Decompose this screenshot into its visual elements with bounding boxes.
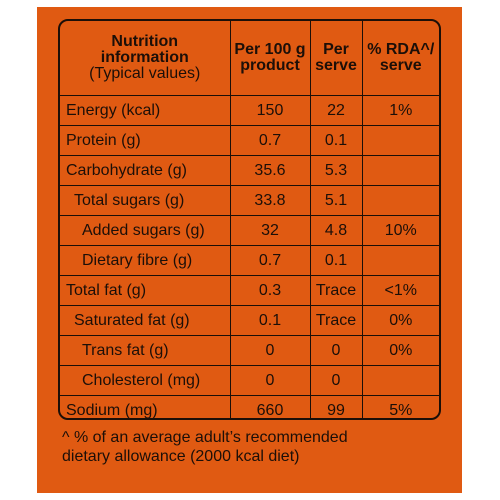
row-label-saturated-fat: Saturated fat (g) <box>60 305 231 336</box>
table-row: Total fat (g) 0.3 Trace <1% <box>60 275 439 306</box>
row-serve-sodium: 99 <box>309 395 363 418</box>
row-rda-trans-fat: 0% <box>361 335 439 366</box>
row-label-carbohydrate: Carbohydrate (g) <box>60 155 231 186</box>
row-per100-protein: 0.7 <box>229 125 311 156</box>
footnote-line1: ^ % of an average adult’s recommended <box>62 429 348 446</box>
row-serve-added-sugars: 4.8 <box>309 215 363 246</box>
header-per-serve: Per serve <box>309 21 363 96</box>
nutrition-table: Nutrition information (Typical values) P… <box>58 19 441 420</box>
header-title-line2: information <box>100 49 189 66</box>
table-row: Dietary fibre (g) 0.7 0.1 <box>60 245 439 276</box>
row-rda-cholesterol <box>361 365 439 396</box>
row-rda-dietary-fibre <box>361 245 439 276</box>
row-per100-total-sugars: 33.8 <box>229 185 311 216</box>
row-serve-energy: 22 <box>309 95 363 126</box>
row-rda-added-sugars: 10% <box>361 215 439 246</box>
header-title-line1: Nutrition <box>111 33 179 50</box>
row-serve-saturated-fat: Trace <box>309 305 363 336</box>
row-serve-total-sugars: 5.1 <box>309 185 363 216</box>
header-per-100g-line1: Per 100 g <box>234 41 306 58</box>
row-per100-carbohydrate: 35.6 <box>229 155 311 186</box>
row-per100-added-sugars: 32 <box>229 215 311 246</box>
header-per-serve-line2: serve <box>315 57 357 74</box>
table-row: Trans fat (g) 0 0 0% <box>60 335 439 366</box>
table-row: Protein (g) 0.7 0.1 <box>60 125 439 156</box>
row-label-dietary-fibre: Dietary fibre (g) <box>60 245 231 276</box>
row-per100-dietary-fibre: 0.7 <box>229 245 311 276</box>
row-rda-saturated-fat: 0% <box>361 305 439 336</box>
row-rda-energy: 1% <box>361 95 439 126</box>
row-serve-total-fat: Trace <box>309 275 363 306</box>
header-row: Nutrition information (Typical values) P… <box>60 21 439 96</box>
row-label-trans-fat: Trans fat (g) <box>60 335 231 366</box>
header-per-100g-line2: product <box>240 57 300 74</box>
row-rda-carbohydrate <box>361 155 439 186</box>
header-rda: % RDA^/ serve <box>361 21 439 96</box>
table-row: Cholesterol (mg) 0 0 <box>60 365 439 396</box>
row-label-energy: Energy (kcal) <box>60 95 231 126</box>
row-per100-energy: 150 <box>229 95 311 126</box>
header-per-100g: Per 100 g product <box>229 21 311 96</box>
header-rda-line2: serve <box>379 57 422 74</box>
header-per-serve-line1: Per <box>323 41 349 58</box>
row-serve-dietary-fibre: 0.1 <box>309 245 363 276</box>
row-per100-sodium: 660 <box>229 395 311 418</box>
row-label-protein: Protein (g) <box>60 125 231 156</box>
row-serve-carbohydrate: 5.3 <box>309 155 363 186</box>
header-title: Nutrition information (Typical values) <box>60 21 231 96</box>
row-rda-sodium: 5% <box>361 395 439 418</box>
row-label-sodium: Sodium (mg) <box>60 395 231 418</box>
row-label-total-fat: Total fat (g) <box>60 275 231 306</box>
table-row: Saturated fat (g) 0.1 Trace 0% <box>60 305 439 336</box>
row-rda-total-sugars <box>361 185 439 216</box>
table-row: Added sugars (g) 32 4.8 10% <box>60 215 439 246</box>
row-label-added-sugars: Added sugars (g) <box>60 215 231 246</box>
header-rda-line1: % RDA^/ <box>367 41 435 58</box>
row-rda-protein <box>361 125 439 156</box>
row-label-total-sugars: Total sugars (g) <box>60 185 231 216</box>
table-row: Carbohydrate (g) 35.6 5.3 <box>60 155 439 186</box>
row-serve-cholesterol: 0 <box>309 365 363 396</box>
row-serve-trans-fat: 0 <box>309 335 363 366</box>
row-label-cholesterol: Cholesterol (mg) <box>60 365 231 396</box>
row-per100-total-fat: 0.3 <box>229 275 311 306</box>
row-per100-trans-fat: 0 <box>229 335 311 366</box>
table-row: Total sugars (g) 33.8 5.1 <box>60 185 439 216</box>
row-per100-cholesterol: 0 <box>229 365 311 396</box>
nutrition-grid: Nutrition information (Typical values) P… <box>60 21 439 418</box>
table-row: Energy (kcal) 150 22 1% <box>60 95 439 126</box>
header-title-line3: (Typical values) <box>89 65 201 82</box>
row-rda-total-fat: <1% <box>361 275 439 306</box>
footnote-line2: dietary allowance (2000 kcal diet) <box>62 448 300 465</box>
row-per100-saturated-fat: 0.1 <box>229 305 311 336</box>
rda-footnote: ^ % of an average adult’s recommended di… <box>62 428 452 466</box>
row-serve-protein: 0.1 <box>309 125 363 156</box>
table-row: Sodium (mg) 660 99 5% <box>60 395 439 418</box>
